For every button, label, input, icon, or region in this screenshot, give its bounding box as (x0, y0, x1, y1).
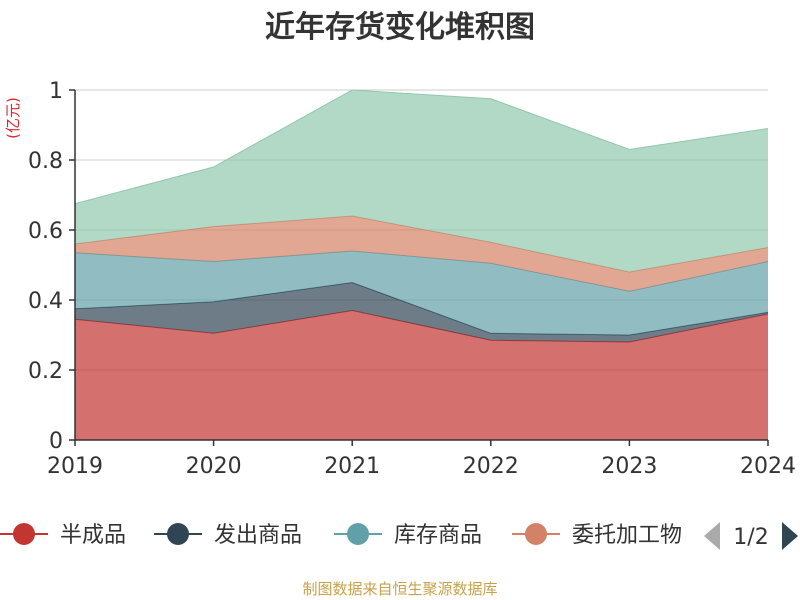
x-tick-label: 2023 (601, 454, 657, 479)
legend-item[interactable]: 发出商品 (154, 523, 302, 548)
area-series (74, 89, 769, 440)
y-tick-label: 0.4 (28, 289, 63, 314)
legend: 半成品 发出商品 库存商品 委托加工物 (0, 523, 682, 548)
x-tick-labels: 2019 2020 2021 2022 2023 2024 (47, 440, 796, 479)
legend-label: 委托加工物 (572, 523, 682, 548)
x-tick-label: 2024 (740, 454, 796, 479)
area-edge-4 (74, 89, 769, 205)
x-tick-label: 2021 (324, 454, 380, 479)
legend-label: 库存商品 (394, 523, 482, 548)
legend-marker-icon (525, 523, 547, 545)
area-series-0 (75, 310, 768, 440)
y-tick-label: 0.8 (28, 149, 63, 174)
legend-item[interactable]: 半成品 (0, 523, 126, 548)
legend-item[interactable]: 库存商品 (334, 523, 482, 548)
y-tick-label: 0.2 (28, 359, 63, 384)
x-tick-label: 2022 (463, 454, 519, 479)
axes (74, 90, 768, 441)
data-source: 制图数据来自恒生聚源数据库 (302, 580, 497, 598)
legend-pager: 1/2 (704, 522, 798, 550)
y-tick-label: 0 (49, 429, 63, 454)
legend-page-indicator: 1/2 (733, 525, 768, 550)
legend-marker-icon (167, 523, 189, 545)
y-tick-label: 0.6 (28, 219, 63, 244)
x-tick-label: 2020 (186, 454, 242, 479)
y-tick-label: 1 (49, 79, 63, 104)
legend-next-icon[interactable] (782, 522, 798, 550)
legend-item[interactable]: 委托加工物 (512, 523, 682, 548)
area-series-4 (75, 90, 768, 272)
legend-prev-icon[interactable] (704, 522, 720, 550)
area-series-2 (75, 251, 768, 335)
chart-title: 近年存货变化堆积图 (265, 10, 535, 45)
legend-label: 半成品 (60, 523, 126, 548)
x-tick-label: 2019 (47, 454, 103, 479)
legend-label: 发出商品 (214, 523, 302, 548)
y-tick-labels: 0 0.2 0.4 0.6 0.8 1 (28, 79, 75, 454)
legend-marker-icon (347, 523, 369, 545)
y-axis-unit: (亿元) (4, 97, 22, 139)
legend-marker-icon (13, 523, 35, 545)
area-series-3 (75, 216, 768, 292)
